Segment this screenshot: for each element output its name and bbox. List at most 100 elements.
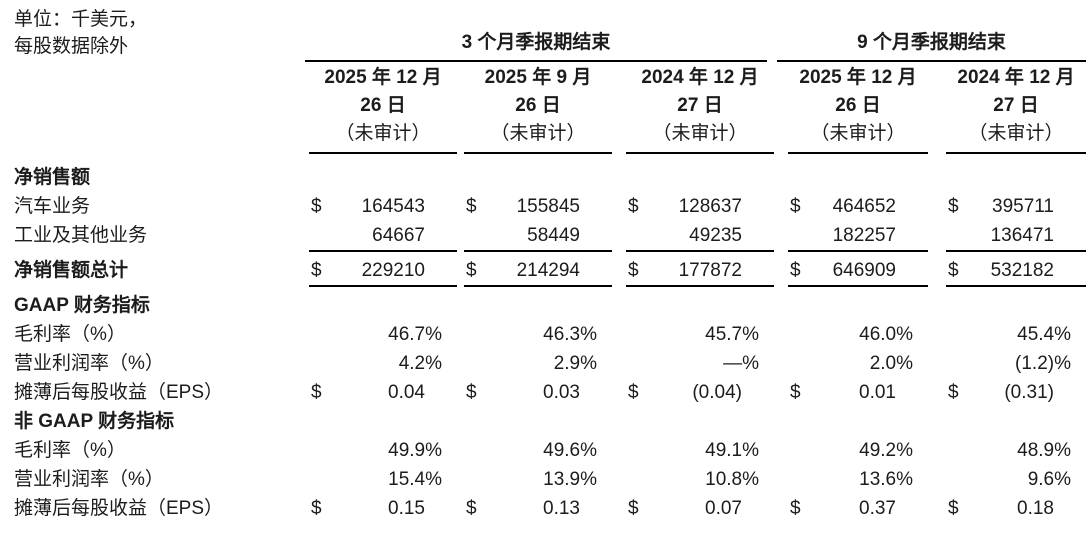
cell-value: 46.3% — [543, 324, 597, 345]
value-cell: 2.9% — [464, 349, 612, 378]
currency-symbol: $ — [311, 498, 322, 519]
value-cell: 15.4% — [309, 465, 457, 494]
unaudited-note: （未审计） — [810, 123, 906, 144]
unit-note-line1: 单位：千美元， — [14, 9, 148, 30]
column-rule — [464, 152, 612, 154]
value-cell: 46.3% — [464, 320, 612, 349]
value-cell: $ (0.04) — [626, 378, 774, 407]
rule-segment — [788, 250, 928, 252]
rule-segment — [946, 250, 1086, 252]
value-cell: $0.13 — [464, 494, 612, 523]
unaudited-note: （未审计） — [968, 123, 1064, 144]
total-rule — [0, 285, 1091, 291]
table-body: 净销售额 汽车业务 $164543 $155845 $128637 $46465… — [0, 163, 1091, 523]
rule-segment — [464, 250, 612, 252]
column-header-2025-12-26-ytd: 2025 年 12 月 26 日 （未审计） — [788, 64, 928, 148]
cell-value: 395711 — [992, 196, 1054, 217]
currency-symbol — [788, 436, 790, 465]
currency-symbol: $ — [628, 196, 639, 217]
group-rule — [305, 60, 767, 62]
cell-value: 464652 — [832, 196, 896, 217]
value-cell: 136471 — [946, 221, 1086, 250]
cell-value: 0.18 — [1017, 498, 1054, 519]
table-row-total-net-sales: 净销售额总计 $229210 $214294 $177872 $646909 $… — [0, 256, 1091, 285]
currency-symbol: $ — [311, 382, 322, 403]
currency-symbol — [309, 465, 311, 494]
cell-value: 0.01 — [859, 382, 896, 403]
table-row-gaap-gross-margin: 毛利率（%） 46.7% 46.3% 45.7% 46.0% 45.4% — [0, 320, 1091, 349]
currency-symbol: $ — [628, 260, 639, 281]
value-cell: $646909 — [788, 256, 928, 285]
cell-value: 45.4% — [1017, 324, 1071, 345]
column-rule — [788, 152, 928, 154]
rule-segment — [626, 250, 774, 252]
unaudited-note: （未审计） — [490, 123, 586, 144]
cell-value: (1.2)% — [1015, 353, 1071, 374]
table-row-industrial-other: 工业及其他业务 64667 58449 49235 182257 136471 — [0, 221, 1091, 250]
unit-note-line2: 每股数据除外 — [14, 36, 129, 57]
table-row-gaap-eps: 摊薄后每股收益（EPS） $0.04 $0.03 $ (0.04) $0.01 $… — [0, 378, 1091, 407]
row-label: 工业及其他业务 — [14, 225, 148, 246]
currency-symbol — [309, 320, 311, 349]
cell-value: 46.7% — [388, 324, 442, 345]
column-date-line2: 27 日 — [993, 95, 1039, 116]
rule-segment — [946, 285, 1086, 287]
cell-value: 532182 — [990, 260, 1054, 281]
cell-value: 64667 — [372, 225, 425, 246]
row-label: 毛利率（%） — [14, 324, 126, 345]
column-date-line1: 2025 年 12 月 — [324, 67, 442, 88]
unit-note: 单位：千美元， 每股数据除外 — [14, 6, 147, 60]
currency-symbol: $ — [790, 196, 801, 217]
value-cell: $395711 — [946, 192, 1086, 221]
table-row-non-gaap-operating-margin: 营业利润率（%） 15.4% 13.9% 10.8% 13.6% 9.6% — [0, 465, 1091, 494]
value-cell: 9.6% — [946, 465, 1086, 494]
value-cell: 4.2% — [309, 349, 457, 378]
column-group-3-months: 3 个月季报期结束 — [461, 32, 611, 53]
currency-symbol — [464, 465, 466, 494]
currency-symbol — [626, 320, 628, 349]
currency-symbol: $ — [628, 498, 639, 519]
rule-segment — [626, 285, 774, 287]
value-cell: $0.01 — [788, 378, 928, 407]
currency-symbol: $ — [790, 498, 801, 519]
value-cell: 2.0% — [788, 349, 928, 378]
column-group-9-months: 9 个月季报期结束 — [857, 32, 1006, 53]
currency-symbol — [946, 320, 948, 349]
column-header-2025-09-26: 2025 年 9 月 26 日 （未审计） — [464, 64, 612, 148]
currency-symbol: $ — [948, 382, 959, 403]
currency-symbol: $ — [948, 260, 959, 281]
currency-symbol: $ — [948, 196, 959, 217]
table-row-automotive: 汽车业务 $164543 $155845 $128637 $464652 $39… — [0, 192, 1091, 221]
cell-value: 128637 — [678, 196, 742, 217]
currency-symbol — [309, 349, 311, 378]
value-cell: 49.6% — [464, 436, 612, 465]
value-cell: $0.04 — [309, 378, 457, 407]
column-header-2024-12-27: 2024 年 12 月 27 日 （未审计） — [626, 64, 774, 148]
value-cell: $164543 — [309, 192, 457, 221]
cell-value: 0.15 — [388, 498, 425, 519]
value-cell: 49.2% — [788, 436, 928, 465]
cell-value: 0.07 — [705, 498, 742, 519]
unaudited-note: （未审计） — [652, 123, 748, 144]
currency-symbol — [946, 221, 948, 250]
cell-value: 49235 — [689, 225, 742, 246]
column-rule — [626, 152, 774, 154]
value-cell: $155845 — [464, 192, 612, 221]
currency-symbol — [626, 221, 628, 250]
currency-symbol — [464, 320, 466, 349]
cell-value: 0.03 — [543, 382, 580, 403]
subtotal-rule — [0, 250, 1091, 256]
cell-value: 10.8% — [705, 469, 759, 490]
row-label: 毛利率（%） — [14, 440, 126, 461]
cell-value: 45.7% — [705, 324, 759, 345]
currency-symbol: $ — [466, 260, 477, 281]
row-label: 营业利润率（%） — [14, 469, 164, 490]
cell-value: (0.31) — [1004, 382, 1054, 403]
value-cell: $229210 — [309, 256, 457, 285]
cell-value: 46.0% — [859, 324, 913, 345]
row-label: 汽车业务 — [14, 196, 91, 217]
rule-segment — [309, 250, 457, 252]
cell-value: 58449 — [527, 225, 580, 246]
cell-value: 0.04 — [388, 382, 425, 403]
